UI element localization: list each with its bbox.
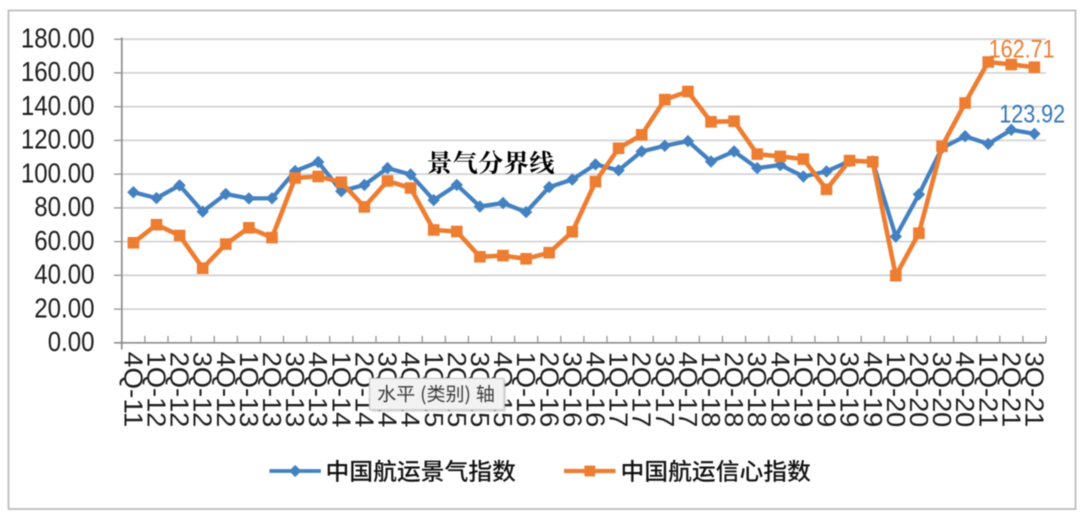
svg-text:2Q-16: 2Q-16 [534,352,564,428]
svg-text:1Q-21: 1Q-21 [973,352,1003,428]
svg-text:100.00: 100.00 [21,157,95,188]
svg-text:1Q-14: 1Q-14 [326,352,356,428]
svg-text:1Q-17: 1Q-17 [604,352,634,428]
svg-text:180.00: 180.00 [21,22,95,53]
svg-text:1Q-20: 1Q-20 [881,352,911,428]
svg-text:1Q-19: 1Q-19 [788,352,818,428]
svg-text:4Q-11: 4Q-11 [118,352,148,428]
svg-text:1Q-12: 1Q-12 [142,352,172,428]
svg-text:4Q-16: 4Q-16 [581,352,611,428]
svg-text:3Q-17: 3Q-17 [650,352,680,428]
svg-text:40.00: 40.00 [34,259,94,290]
svg-text:2Q-12: 2Q-12 [165,352,195,428]
svg-text:3Q-18: 3Q-18 [742,352,772,428]
svg-text:2Q-21: 2Q-21 [996,352,1026,428]
svg-text:2Q-19: 2Q-19 [812,352,842,428]
svg-text:3Q-13: 3Q-13 [280,352,310,428]
svg-text:123.92: 123.92 [999,101,1065,129]
svg-text:2Q-17: 2Q-17 [627,352,657,428]
svg-text:3Q-12: 3Q-12 [188,352,218,428]
svg-text:20.00: 20.00 [34,292,94,323]
svg-text:80.00: 80.00 [34,191,94,222]
svg-text:162.71: 162.71 [989,36,1055,64]
svg-text:140.00: 140.00 [21,90,95,121]
svg-text:1Q-16: 1Q-16 [511,352,541,428]
svg-text:1Q-18: 1Q-18 [696,352,726,428]
svg-text:4Q-18: 4Q-18 [765,352,795,428]
svg-text:60.00: 60.00 [34,225,94,256]
svg-text:4Q-19: 4Q-19 [858,352,888,428]
svg-text:2Q-18: 2Q-18 [719,352,749,428]
svg-text:2Q-13: 2Q-13 [257,352,287,428]
svg-text:4Q-12: 4Q-12 [211,352,241,428]
svg-text:3Q-21: 3Q-21 [1020,352,1050,428]
svg-text:2Q-20: 2Q-20 [904,352,934,428]
svg-text:160.00: 160.00 [21,56,95,87]
svg-text:4Q-17: 4Q-17 [673,352,703,428]
svg-text:1Q-13: 1Q-13 [234,352,264,428]
svg-text:3Q-19: 3Q-19 [835,352,865,428]
svg-text:0.00: 0.00 [48,326,95,357]
svg-text:120.00: 120.00 [21,124,95,155]
svg-text:3Q-20: 3Q-20 [927,352,957,428]
svg-text:4Q-13: 4Q-13 [303,352,333,428]
svg-text:4Q-20: 4Q-20 [950,352,980,428]
svg-text:3Q-16: 3Q-16 [557,352,587,428]
